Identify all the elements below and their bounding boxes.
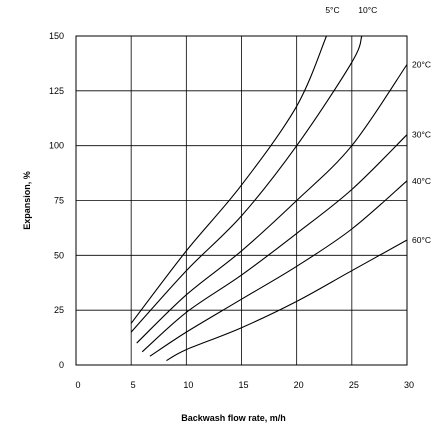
y-tick-label-100: 100: [49, 141, 64, 151]
x-tick-label-30: 30: [404, 380, 414, 390]
series-lines: [130, 35, 408, 362]
y-axis-title: Expansion, %: [22, 171, 32, 230]
series-line-20c: [136, 64, 408, 344]
y-tick-label-125: 125: [49, 86, 64, 96]
plot-frame: [75, 35, 408, 366]
y-tick-label-0: 0: [59, 360, 64, 370]
x-tick-label-5: 5: [131, 380, 136, 390]
y-tick-labels: 0 25 50 75 100 125 150: [49, 31, 64, 370]
curve-label-60c: 60°C: [412, 235, 431, 245]
curve-label-20c: 20°C: [412, 60, 431, 70]
x-axis-title: Backwash flow rate, m/h: [181, 413, 286, 423]
y-tick-label-25: 25: [54, 305, 64, 315]
y-tick-label-50: 50: [54, 250, 64, 260]
x-tick-label-0: 0: [75, 380, 80, 390]
x-tick-label-25: 25: [349, 380, 359, 390]
x-tick-labels: 0 5 10 15 20 25 30: [75, 380, 414, 390]
series-line-30c: [141, 134, 408, 353]
x-tick-label-10: 10: [183, 380, 193, 390]
x-tick-label-20: 20: [294, 380, 304, 390]
series-line-60c: [166, 239, 408, 362]
series-line-5c: [130, 35, 328, 324]
curve-label-40c: 40°C: [412, 176, 431, 186]
grid: [75, 35, 408, 366]
x-tick-label-15: 15: [238, 380, 248, 390]
y-tick-label-150: 150: [49, 31, 64, 41]
curve-label-10c: 10°C: [358, 5, 377, 15]
series-line-40c: [149, 180, 408, 357]
series-line-10c: [130, 35, 363, 333]
curve-label-30c: 30°C: [412, 130, 431, 140]
curve-label-5c: 5°C: [325, 5, 339, 15]
curve-labels: 5°C 10°C 20°C 30°C 40°C 60°C: [325, 5, 431, 245]
y-tick-label-75: 75: [54, 196, 64, 206]
